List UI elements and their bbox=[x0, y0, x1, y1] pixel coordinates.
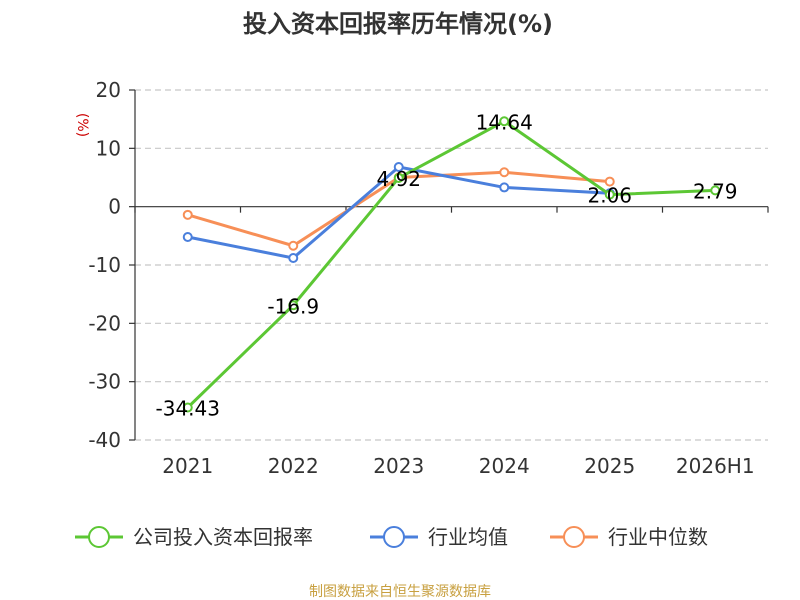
data-point[interactable] bbox=[393, 172, 404, 183]
y-axis-unit: (%) bbox=[74, 113, 90, 137]
data-point[interactable] bbox=[288, 253, 299, 263]
legend-marker bbox=[563, 526, 585, 548]
legend-label: 行业中位数 bbox=[608, 525, 708, 549]
data-point[interactable] bbox=[604, 176, 615, 187]
data-point[interactable] bbox=[499, 116, 510, 127]
y-tick-label: 10 bbox=[96, 136, 121, 160]
data-label: -34.43 bbox=[156, 397, 220, 421]
data-label: 4.92 bbox=[376, 167, 421, 191]
data-point[interactable] bbox=[182, 209, 193, 220]
x-tick-label: 2023 bbox=[373, 454, 424, 478]
legend-item-2[interactable]: 行业中位数 bbox=[550, 525, 708, 549]
data-point[interactable] bbox=[393, 162, 404, 172]
x-tick-label: 2022 bbox=[268, 454, 319, 478]
legend-label: 公司投入资本回报率 bbox=[133, 525, 313, 549]
x-tick-label: 2026H1 bbox=[676, 454, 755, 478]
data-point[interactable] bbox=[182, 232, 193, 242]
y-tick-label: -30 bbox=[88, 370, 121, 394]
series-line-0 bbox=[186, 119, 716, 409]
data-labels: -34.43 -16.9 4.92 14.64 2.06 2.79 bbox=[156, 110, 738, 420]
data-point[interactable] bbox=[604, 189, 615, 200]
data-point[interactable] bbox=[288, 240, 299, 251]
legend-item-1[interactable]: 行业均值 bbox=[370, 525, 508, 549]
data-point[interactable] bbox=[499, 167, 510, 178]
legend-marker bbox=[383, 526, 405, 548]
data-point[interactable] bbox=[710, 185, 721, 196]
data-label: -16.9 bbox=[267, 294, 319, 318]
data-label: 14.64 bbox=[476, 110, 533, 134]
data-point[interactable] bbox=[499, 182, 510, 193]
series bbox=[182, 116, 721, 413]
y-tick-label: -20 bbox=[88, 311, 121, 335]
grid bbox=[135, 89, 768, 441]
y-tick-label: -10 bbox=[88, 253, 121, 277]
data-label: 2.79 bbox=[693, 179, 738, 203]
chart-title: 投入资本回报率历年情况(%) bbox=[243, 10, 553, 38]
x-tick-label: 2024 bbox=[479, 454, 530, 478]
data-point[interactable] bbox=[182, 402, 193, 413]
legend-item-0[interactable]: 公司投入资本回报率 bbox=[75, 525, 313, 549]
x-tick-label: 2025 bbox=[584, 454, 635, 478]
legend[interactable]: 公司投入资本回报率 行业均值 行业中位数 bbox=[75, 525, 708, 549]
y-tick-label: 20 bbox=[96, 78, 121, 102]
y-tick-label: -40 bbox=[88, 428, 121, 452]
x-tick-label: 2021 bbox=[162, 454, 213, 478]
data-point[interactable] bbox=[288, 300, 299, 311]
y-tick-label: 0 bbox=[108, 195, 121, 219]
axes: 20 10 0 -10 -20 -30 -40 2021 2022 2023 2024 2025 202… bbox=[88, 78, 769, 478]
legend-marker bbox=[88, 526, 110, 548]
data-label: 2.06 bbox=[587, 184, 632, 208]
source-note: 制图数据来自恒生聚源数据库 bbox=[309, 584, 491, 600]
legend-label: 行业均值 bbox=[428, 525, 508, 549]
